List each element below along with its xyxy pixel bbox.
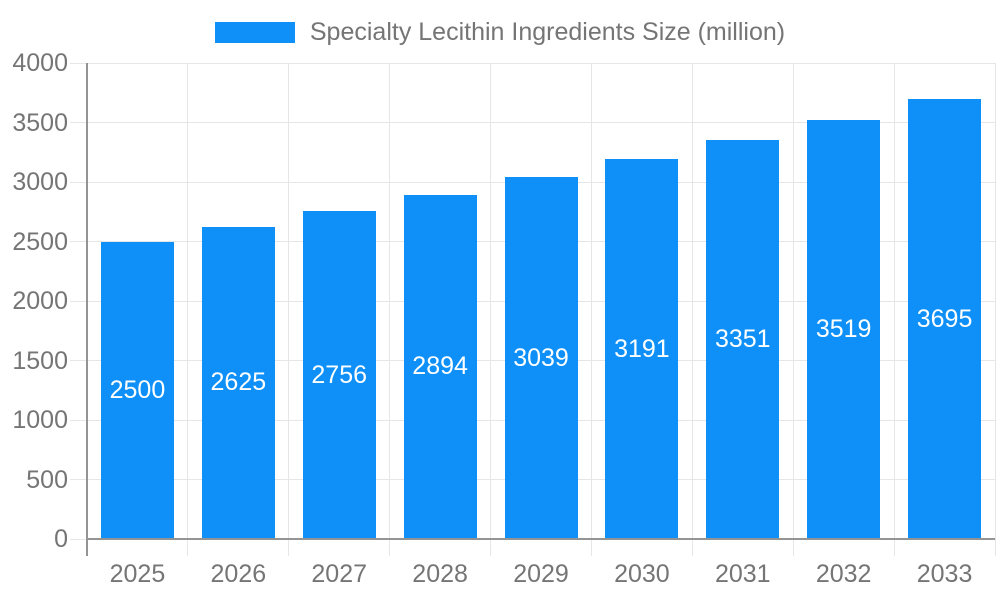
legend-item[interactable]: Specialty Lecithin Ingredients Size (mil… [0,17,1000,47]
y-tick-label: 1500 [12,346,68,375]
y-tick-label: 0 [54,525,68,553]
gridline-vertical [691,63,693,556]
bar-value-label: 3351 [714,325,771,354]
gridline-vertical [288,63,290,556]
x-axis-line [87,538,995,540]
y-tick-label: 3000 [12,168,68,196]
gridline-vertical [893,63,895,556]
y-tick-label: 4000 [12,49,68,77]
bar[interactable]: 3191 [605,159,679,539]
gridline-vertical [187,63,189,556]
bar-value-label: 3039 [513,343,569,372]
bar[interactable]: 3351 [706,140,780,539]
y-tick-label: 1000 [12,406,68,434]
bar[interactable]: 2894 [403,194,477,539]
legend-swatch [214,21,295,43]
gridline-horizontal [70,62,995,64]
gridline-horizontal [70,122,995,123]
y-tick-label: 2000 [12,287,68,315]
x-tick-label: 2030 [614,560,670,588]
legend-label: Specialty Lecithin Ingredients Size (mil… [309,17,786,46]
y-tick-label: 3500 [12,108,68,137]
x-tick-label: 2025 [109,560,166,588]
bar-value-label: 2894 [412,352,468,381]
gridline-vertical [792,63,794,556]
bar[interactable]: 3519 [807,120,881,539]
bar[interactable]: 3695 [908,99,982,539]
bar-value-label: 3695 [916,304,973,333]
bar-value-label: 3191 [614,334,670,363]
bar-value-label: 2756 [311,360,368,389]
x-tick-label: 2026 [210,560,267,588]
bar[interactable]: 3039 [504,177,578,539]
gridline-vertical [994,63,996,556]
bar-value-label: 3519 [815,315,872,344]
gridline-vertical [389,63,391,556]
x-tick-label: 2031 [714,560,771,588]
y-axis-tick [70,538,87,540]
gridline-vertical [490,63,492,556]
bar[interactable]: 2500 [100,241,174,539]
bar[interactable]: 2756 [302,211,376,539]
bar-value-label: 2500 [109,375,166,404]
y-axis-line [86,63,88,556]
gridline-vertical [590,63,592,556]
x-tick-label: 2028 [412,560,468,588]
x-tick-label: 2032 [815,560,872,588]
y-tick-label: 2500 [12,227,68,256]
x-tick-label: 2027 [311,560,368,588]
y-tick-label: 500 [26,465,68,494]
x-tick-label: 2033 [916,560,973,588]
bar-value-label: 2625 [210,368,267,397]
bar[interactable]: 2625 [201,226,275,539]
x-tick-label: 2029 [513,560,569,588]
